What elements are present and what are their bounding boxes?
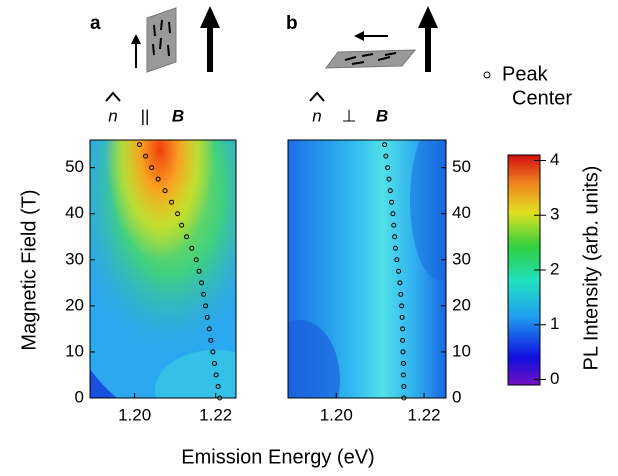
- hat: [309, 91, 325, 102]
- peak-center-point: [387, 188, 393, 194]
- peak-center-point: [149, 165, 155, 171]
- panel-title-relation: ⊥: [342, 106, 357, 125]
- peak-center-point: [400, 372, 406, 378]
- peak-center-point: [206, 326, 212, 332]
- colorbar-tick-label: 1: [550, 314, 559, 333]
- peak-center-point: [386, 176, 392, 182]
- peak-center-point: [382, 142, 388, 148]
- peak-center-point: [400, 326, 406, 332]
- colorbar-label: PL Intensity (arb. units): [580, 166, 602, 371]
- icon-a: [131, 6, 220, 73]
- legend-label: Peak: [502, 63, 549, 85]
- peak-center-point: [391, 222, 397, 228]
- peak-center-point: [143, 153, 149, 159]
- peak-center-point: [204, 314, 210, 320]
- panel-label: b: [286, 13, 298, 34]
- peak-center-point: [136, 142, 142, 148]
- peak-center-point: [201, 291, 207, 297]
- peak-center-point: [399, 314, 405, 320]
- peak-center-point: [208, 337, 214, 343]
- peak-center-point: [212, 360, 218, 366]
- panel-title-b: B: [376, 106, 388, 125]
- peak-center-point: [184, 234, 190, 240]
- peak-center-point: [189, 245, 195, 251]
- x-axis-label: Emission Energy (eV): [181, 446, 374, 468]
- peak-center-point: [400, 349, 406, 355]
- icon-b: [324, 6, 438, 72]
- y-tick-label: 30: [452, 249, 471, 268]
- panel-label: a: [90, 13, 101, 34]
- frame-b: [287, 139, 447, 399]
- y-tick-label: 10: [452, 341, 471, 360]
- panel-title-b: B: [172, 106, 184, 125]
- peak-center-point: [400, 360, 406, 366]
- y-tick-label: 0: [75, 387, 84, 406]
- x-tick-label: 1.22: [408, 405, 441, 424]
- peak-center-point: [169, 199, 175, 205]
- peak-center-point: [393, 245, 399, 251]
- peak-center-point: [162, 188, 168, 194]
- peak-center-point: [399, 303, 405, 309]
- y-tick-label: 10: [65, 341, 84, 360]
- colorbar-tick-label: 4: [550, 150, 559, 169]
- y-tick-label: 50: [452, 157, 471, 176]
- panel-title-n: n: [108, 106, 117, 125]
- peak-center-point: [400, 337, 406, 343]
- peak-center-point: [401, 395, 407, 401]
- peak-center-point: [175, 211, 181, 217]
- y-tick-label: 40: [65, 203, 84, 222]
- peak-center-point: [385, 165, 391, 171]
- peak-center-point: [389, 199, 395, 205]
- peak-center-point: [155, 176, 161, 182]
- peak-center-point: [199, 280, 205, 286]
- y-tick-label: 50: [65, 157, 84, 176]
- peak-center-point: [217, 395, 223, 401]
- peak-center-point: [390, 211, 396, 217]
- x-tick-label: 1.20: [320, 405, 353, 424]
- peak-center-point: [394, 257, 400, 263]
- peak-center-point: [396, 268, 402, 274]
- y-tick-label: 40: [452, 203, 471, 222]
- peak-center-point: [179, 222, 185, 228]
- peak-center-point: [401, 383, 407, 389]
- peak-center-point: [397, 280, 403, 286]
- peak-center-point: [210, 349, 216, 355]
- colorbar-tick-label: 0: [550, 369, 559, 388]
- peak-center-point: [392, 234, 398, 240]
- x-tick-label: 1.22: [199, 405, 232, 424]
- colorbar-tick-label: 2: [550, 259, 559, 278]
- peak-center-point: [203, 303, 209, 309]
- peak-center-point: [383, 153, 389, 159]
- y-tick-label: 20: [452, 295, 471, 314]
- legend-label: Center: [512, 87, 572, 109]
- y-axis-label: Magnetic Field (T): [18, 189, 40, 350]
- panel-title-relation: ||: [141, 106, 150, 125]
- peak-center-point: [196, 268, 202, 274]
- legend-marker: [483, 71, 491, 79]
- x-tick-label: 1.20: [118, 405, 151, 424]
- frame-a: [89, 139, 237, 399]
- panel-title-n: n: [312, 106, 321, 125]
- peak-center-point: [213, 372, 219, 378]
- y-tick-label: 0: [452, 387, 461, 406]
- hat: [105, 91, 121, 102]
- heatmap-a: [90, 140, 236, 398]
- peak-center-point: [193, 257, 199, 263]
- y-tick-label: 30: [65, 249, 84, 268]
- peak-center-point: [398, 291, 404, 297]
- colorbar-tick-label: 3: [550, 205, 559, 224]
- peak-center-point: [215, 383, 221, 389]
- heatmap-b: [288, 140, 446, 398]
- y-tick-label: 20: [65, 295, 84, 314]
